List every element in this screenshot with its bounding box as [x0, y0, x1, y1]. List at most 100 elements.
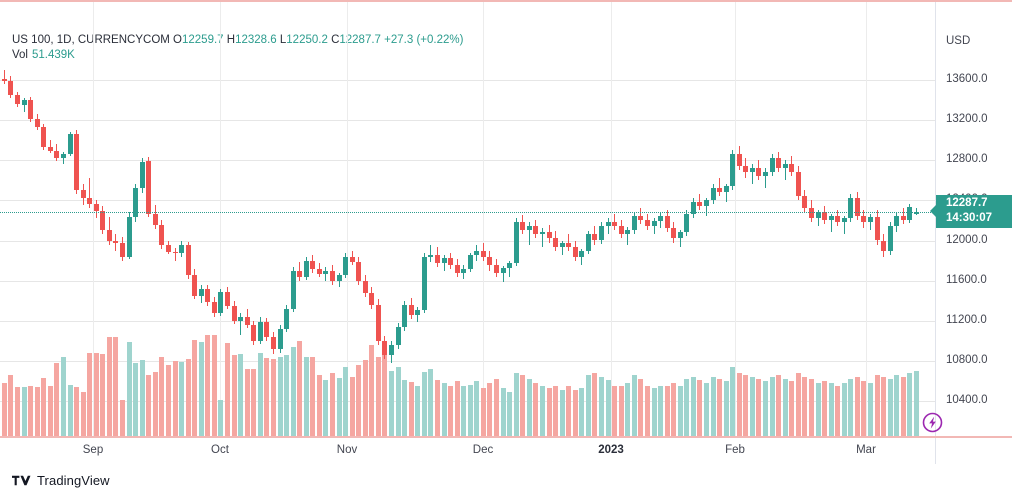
candle-wick: [568, 234, 569, 251]
candle-body: [618, 226, 624, 235]
volume-bar: [53, 363, 59, 436]
volume-bar: [158, 357, 164, 436]
candle-wick: [542, 228, 543, 247]
grid-line-horizontal: [0, 120, 935, 121]
candle-body: [441, 257, 447, 263]
tradingview-logo-icon: [12, 475, 31, 485]
volume-bar: [7, 375, 13, 436]
candle-body: [421, 256, 427, 310]
volume-bar: [447, 385, 453, 436]
candle-body: [480, 250, 486, 257]
candle-body: [342, 256, 348, 275]
volume-bar: [237, 354, 243, 436]
volume-bar: [421, 372, 427, 436]
volume-bar: [290, 347, 296, 436]
candle-body: [867, 217, 873, 223]
time-axis[interactable]: Sep Oct Nov Dec 2023 Feb Mar: [0, 438, 1012, 464]
legend-title[interactable]: US 100, 1D, CURRENCYCOM: [12, 34, 170, 46]
grid-line-vertical: [93, 2, 94, 436]
chart-plot-area[interactable]: [0, 2, 935, 436]
volume-bar: [414, 385, 420, 436]
price-axis-tick: 10800.0: [946, 353, 988, 366]
volume-bar: [460, 385, 466, 436]
candle-body: [519, 222, 525, 231]
volume-bar: [60, 357, 66, 436]
volume-bar: [381, 353, 387, 436]
candle-body: [47, 146, 53, 152]
candle-wick: [719, 178, 720, 197]
volume-bar: [434, 380, 440, 436]
volume-bar: [224, 343, 230, 436]
time-axis-tick: Sep: [82, 444, 104, 456]
volume-bar: [677, 385, 683, 436]
volume-bar: [336, 378, 342, 436]
volume-bar: [769, 377, 775, 436]
candle-body: [283, 308, 289, 329]
price-axis-tick: 13200.0: [946, 113, 988, 126]
time-axis-tick: Mar: [856, 444, 876, 456]
candle-body: [677, 232, 683, 239]
candle-wick: [627, 227, 628, 245]
volume-bar: [34, 386, 40, 436]
candle-wick: [785, 160, 786, 181]
candle-body: [526, 226, 532, 231]
candle-wick: [89, 178, 90, 209]
volume-bar: [106, 337, 112, 436]
volume-bar: [788, 381, 794, 436]
volume-bar: [874, 375, 880, 436]
grid-line-vertical: [611, 2, 612, 436]
candle-body: [880, 240, 886, 251]
volume-bar: [198, 342, 204, 436]
candle-body: [73, 134, 79, 191]
candle-body: [500, 267, 506, 273]
volume-bar: [112, 337, 118, 436]
lightning-bolt-icon[interactable]: [922, 412, 943, 433]
volume-bar: [815, 383, 821, 436]
volume-bar: [546, 387, 552, 436]
candle-body: [703, 200, 709, 207]
candle-body: [591, 234, 597, 241]
candle-wick: [4, 69, 5, 84]
volume-bar: [132, 363, 138, 436]
candle-wick: [680, 230, 681, 247]
candle-wick: [529, 222, 530, 245]
bottom-divider: [0, 436, 1012, 438]
volume-bar: [40, 378, 46, 436]
time-axis-tick: Feb: [725, 444, 745, 456]
volume-bar: [572, 389, 578, 436]
volume-bar: [322, 380, 328, 436]
volume-bar: [408, 382, 414, 436]
candle-body: [99, 211, 105, 231]
candle-body: [349, 256, 355, 262]
price-axis[interactable]: USD 13600.013200.012800.012400.012000.01…: [930, 2, 1012, 436]
volume-bar: [565, 385, 571, 436]
candle-wick: [509, 260, 510, 277]
candle-body: [572, 246, 578, 257]
candle-body: [132, 188, 138, 218]
candle-body: [7, 81, 13, 96]
legend-close-label: C: [331, 34, 340, 46]
price-axis-tick: 11200.0: [946, 313, 987, 326]
volume-bar: [729, 367, 735, 436]
candle-body: [532, 226, 538, 235]
volume-bar: [309, 357, 315, 436]
candle-body: [336, 274, 342, 281]
volume-layer: [0, 2, 935, 436]
candle-body: [775, 158, 781, 169]
grid-line-horizontal: [0, 241, 935, 242]
volume-bar: [723, 381, 729, 436]
candlestick-layer: [0, 2, 935, 436]
volume-bar: [172, 361, 178, 436]
tradingview-branding[interactable]: TradingView: [12, 470, 110, 490]
candle-body: [664, 216, 670, 229]
candle-body: [513, 222, 519, 263]
candle-body: [290, 270, 296, 309]
candle-body: [67, 134, 73, 154]
volume-bar: [427, 369, 433, 436]
volume-bar: [611, 385, 617, 436]
volume-bar: [736, 373, 742, 436]
candle-body: [152, 214, 158, 226]
volume-bar: [145, 375, 151, 436]
volume-bar: [519, 375, 525, 436]
candle-body: [473, 250, 479, 255]
